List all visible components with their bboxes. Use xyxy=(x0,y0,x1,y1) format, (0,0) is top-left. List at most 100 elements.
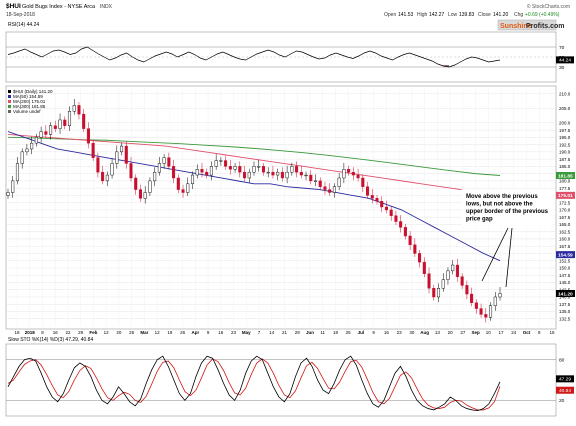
candle xyxy=(214,160,218,167)
x-tick-label: 24 xyxy=(511,330,517,335)
sto-tick-label: 40.84 xyxy=(559,388,571,394)
candle xyxy=(432,288,436,298)
close-label: Close xyxy=(478,12,491,18)
candle xyxy=(67,110,72,126)
candle xyxy=(157,163,161,173)
annotation: Move above the previous lows, but not abo… xyxy=(461,189,554,288)
candle xyxy=(143,192,147,199)
x-tick-label: May xyxy=(242,330,251,335)
x-tick-label: 8 xyxy=(538,330,541,335)
candle xyxy=(285,171,289,179)
sto-value-tag xyxy=(556,386,574,394)
candle xyxy=(96,157,100,173)
x-tick-label: Mar xyxy=(140,330,148,335)
rsi-tick-label: 70 xyxy=(559,45,565,51)
candle xyxy=(313,180,318,182)
candle xyxy=(361,177,365,187)
candle xyxy=(375,198,379,202)
candle xyxy=(91,142,95,158)
price-tag: 141.20 xyxy=(558,291,573,297)
candle xyxy=(20,151,24,164)
price-tag: 181.85 xyxy=(558,173,573,179)
candle xyxy=(44,131,48,135)
candle xyxy=(418,253,422,263)
candle xyxy=(39,131,43,138)
x-tick-label: 16 xyxy=(384,330,390,335)
candle xyxy=(309,174,313,182)
candle xyxy=(408,235,412,245)
price-tag-bg xyxy=(556,191,575,199)
candle xyxy=(30,142,34,150)
candle xyxy=(110,163,114,176)
high-value: 142.27 xyxy=(429,12,445,18)
price-tag-bg xyxy=(556,172,575,180)
legend-entry: MA(300) 181.85 xyxy=(13,104,46,109)
candle xyxy=(380,200,384,208)
legend-swatch xyxy=(8,110,11,113)
candle xyxy=(49,125,53,135)
candle xyxy=(86,128,90,144)
x-tick-label: 20 xyxy=(116,330,122,335)
candle xyxy=(304,174,308,177)
price-tick-label: 185.0 xyxy=(559,164,571,169)
x-tick-label: Jul xyxy=(358,330,365,335)
candle xyxy=(172,166,176,179)
x-tick-label: 26 xyxy=(180,330,186,335)
x-tick-label: 18 xyxy=(333,330,339,335)
price-tag-bg xyxy=(556,251,575,259)
legend-entry: Volume undef xyxy=(13,109,41,114)
legend-swatch xyxy=(8,90,11,93)
price-tick-label: 162.5 xyxy=(559,229,571,234)
candle xyxy=(498,293,502,298)
stochastic-panel-frame xyxy=(5,343,557,417)
x-tick-label: 16 xyxy=(53,330,59,335)
candle xyxy=(356,174,360,179)
x-tick-label: Aug xyxy=(420,330,429,335)
ma200-line xyxy=(7,133,501,196)
candle xyxy=(394,215,398,222)
legend-entry: $HUI (Daily) 141.20 xyxy=(13,89,53,94)
ma50-line xyxy=(7,131,501,262)
candle xyxy=(252,166,256,173)
price-tick-label: 160.0 xyxy=(559,237,571,242)
x-tick-label: 14 xyxy=(269,330,275,335)
x-tick-label: 23 xyxy=(231,330,237,335)
quote-date: 18-Sep-2018 xyxy=(6,12,35,18)
candle xyxy=(105,174,109,182)
candle xyxy=(124,145,128,164)
candle xyxy=(366,186,370,196)
candle xyxy=(167,157,171,167)
price-tick-label: 197.5 xyxy=(559,128,571,133)
annotation-box xyxy=(461,189,554,227)
price-tick-label: 170.0 xyxy=(559,208,571,213)
price-tick-label: 192.5 xyxy=(559,142,571,147)
x-tick-label: 30 xyxy=(409,330,415,335)
open-label: Open xyxy=(384,12,396,18)
x-tick-label: 12 xyxy=(104,330,110,335)
price-tick-label: 135.0 xyxy=(559,309,571,314)
candle xyxy=(403,227,407,237)
x-tick-label: 19 xyxy=(14,330,20,335)
candle xyxy=(455,264,459,277)
sto-tick-label: 80 xyxy=(559,357,565,363)
low-value: 139.83 xyxy=(459,12,475,18)
candle xyxy=(422,261,426,274)
sto-tick-label: 20 xyxy=(559,398,565,404)
price-tick-label: 195.0 xyxy=(559,135,571,140)
stochastic-panel: Slow STO %K(14) %D(3) 47.29, 40.84 80 47.… xyxy=(5,337,574,417)
candle xyxy=(460,276,464,286)
x-tick-label: Sep xyxy=(471,330,480,335)
x-tick-label: 15 xyxy=(549,330,555,335)
price-tick-label: 210.0 xyxy=(559,92,571,97)
x-tick-label: 29 xyxy=(78,330,84,335)
sto-value-tag xyxy=(556,375,574,383)
candle xyxy=(489,305,493,318)
candle xyxy=(446,270,450,280)
x-tick-label: Apr xyxy=(191,330,199,335)
x-tick-label: 26 xyxy=(129,330,135,335)
price-tick-label: 172.5 xyxy=(559,200,571,205)
candle xyxy=(436,288,441,298)
candle xyxy=(200,169,204,173)
